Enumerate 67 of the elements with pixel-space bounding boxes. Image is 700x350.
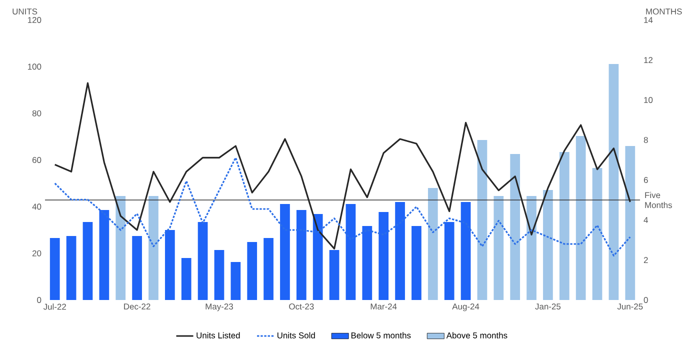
- bar: [608, 64, 619, 300]
- legend-label: Above 5 months: [446, 332, 508, 338]
- y2-tick-label: 2: [644, 257, 648, 263]
- bar: [148, 196, 158, 300]
- y2-tick-label: 6: [644, 177, 648, 183]
- bar: [82, 222, 93, 300]
- bar: [264, 238, 274, 300]
- bar: [99, 210, 110, 300]
- legend-label: Below 5 months: [351, 332, 411, 338]
- x-tick-label: May-23: [206, 304, 233, 312]
- bar: [625, 146, 636, 300]
- bar: [280, 204, 290, 300]
- bar: [66, 236, 76, 300]
- y-tick-label: 60: [32, 157, 42, 163]
- bar: [592, 168, 602, 300]
- bar: [559, 152, 570, 300]
- y2-tick-label: 14: [644, 17, 653, 23]
- legend-label: Units Sold: [277, 332, 315, 338]
- bar: [444, 222, 454, 300]
- bar: [50, 238, 60, 300]
- bar: [247, 242, 258, 300]
- bar: [526, 196, 536, 300]
- bar: [214, 250, 224, 300]
- x-tick-label: Aug-24: [452, 304, 480, 312]
- y2-tick-label: 10: [644, 97, 653, 103]
- bar: [412, 226, 422, 300]
- y-axis-title: UNITS: [12, 8, 38, 14]
- bar: [116, 196, 126, 300]
- y2-tick-label: 8: [644, 137, 648, 143]
- bar: [378, 212, 389, 300]
- y-tick-label: 120: [28, 17, 42, 23]
- bar: [329, 250, 340, 300]
- x-tick-label: Dec-22: [124, 304, 150, 310]
- x-tick-label: Jun-25: [617, 304, 643, 310]
- y-tick-label: 0: [37, 297, 42, 303]
- bar: [296, 210, 306, 300]
- bar: [510, 154, 520, 300]
- y-tick-label: 80: [32, 110, 42, 116]
- x-tick-label: Jul-22: [43, 304, 66, 310]
- bar: [198, 222, 208, 300]
- y-tick-label: 40: [32, 204, 42, 210]
- bar: [543, 190, 553, 300]
- bar: [477, 140, 488, 300]
- y2-tick-label: 0: [644, 297, 648, 303]
- bar: [230, 262, 241, 300]
- y-tick-label: 100: [28, 64, 42, 70]
- bar: [181, 258, 192, 300]
- bar: [395, 202, 405, 300]
- x-tick-label: Jan-25: [535, 304, 561, 310]
- y2-tick-label: 12: [644, 57, 653, 63]
- bar: [362, 226, 372, 300]
- y-tick-label: 20: [32, 250, 42, 256]
- y2-axis-title: MONTHS: [646, 8, 682, 14]
- x-tick-label: Mar-24: [370, 304, 397, 310]
- ref-line-label: Five Months: [645, 192, 672, 208]
- bar: [428, 188, 438, 300]
- line-series: [54, 82, 631, 250]
- bar: [460, 202, 471, 300]
- x-tick-label: Oct-23: [289, 304, 314, 310]
- bar: [132, 236, 142, 300]
- bar: [494, 196, 504, 300]
- bar: [312, 214, 323, 300]
- bar: [576, 136, 586, 300]
- y2-tick-label: 4: [644, 217, 648, 223]
- bar: [346, 204, 356, 300]
- bar: [164, 230, 175, 300]
- legend-label: Units Listed: [196, 332, 240, 338]
